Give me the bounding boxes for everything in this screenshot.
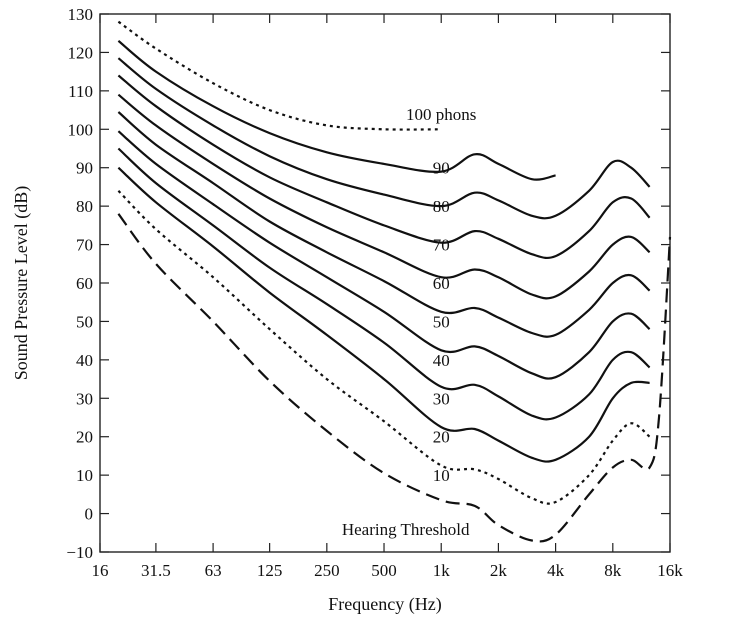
curve-label-50: 50 xyxy=(433,312,450,331)
x-tick-label: 16k xyxy=(657,561,683,580)
curve-label-20: 20 xyxy=(433,428,450,447)
x-tick-label: 16 xyxy=(92,561,109,580)
x-tick-label: 63 xyxy=(205,561,222,580)
y-tick-label: 50 xyxy=(76,312,93,331)
y-tick-label: 30 xyxy=(76,389,93,408)
y-tick-label: 110 xyxy=(68,82,93,101)
y-tick-label: 120 xyxy=(68,43,94,62)
x-axis: 16 31.5 63 125 250 500 1k 2k 4k 8k 16k xyxy=(92,14,683,580)
x-tick-label: 8k xyxy=(604,561,622,580)
x-tick-label: 1k xyxy=(433,561,451,580)
curve-10 xyxy=(117,190,651,505)
x-tick-label: 250 xyxy=(314,561,340,580)
y-tick-label: 20 xyxy=(76,428,93,447)
y-tick-label: 40 xyxy=(76,351,93,370)
curve-label-10: 10 xyxy=(433,466,450,485)
curve-60 xyxy=(117,93,651,300)
y-tick-label: 100 xyxy=(68,120,94,139)
curve-90 xyxy=(117,40,556,181)
x-tick-label: 2k xyxy=(490,561,508,580)
y-tick-label: 70 xyxy=(76,236,93,255)
curve-hearing-threshold xyxy=(117,213,672,543)
curve-label-70: 70 xyxy=(433,236,450,255)
curve-50 xyxy=(117,111,651,338)
x-tick-label: 500 xyxy=(371,561,397,580)
curve-label-hearing-threshold: Hearing Threshold xyxy=(342,520,470,539)
x-tick-label: 125 xyxy=(257,561,283,580)
y-tick-label: 80 xyxy=(76,197,93,216)
curve-label-100-phons: 100 phons xyxy=(406,105,476,124)
x-tick-label: 31.5 xyxy=(141,561,171,580)
y-tick-label: 60 xyxy=(76,274,93,293)
y-tick-label: −10 xyxy=(66,543,93,562)
y-tick-label: 130 xyxy=(68,5,94,24)
y-tick-label: 0 xyxy=(85,505,94,524)
curve-70 xyxy=(117,74,651,260)
curve-label-60: 60 xyxy=(433,274,450,293)
y-axis-title: Sound Pressure Level (dB) xyxy=(11,186,32,380)
plot-frame xyxy=(99,13,671,553)
curve-20 xyxy=(117,166,650,463)
curves xyxy=(117,20,672,543)
curve-label-90: 90 xyxy=(433,159,450,178)
curve-100-phons xyxy=(117,20,442,131)
curve-80 xyxy=(117,57,651,220)
y-tick-label: 10 xyxy=(76,466,93,485)
curve-label-30: 30 xyxy=(433,389,450,408)
curve-30 xyxy=(117,147,651,421)
curve-label-80: 80 xyxy=(433,197,450,216)
x-axis-title: Frequency (Hz) xyxy=(328,594,441,615)
curve-labels: 100 phons 90 80 70 60 50 40 30 20 10 Hearing Thres… xyxy=(342,105,477,539)
curve-40 xyxy=(117,130,651,380)
curve-label-40: 40 xyxy=(433,351,450,370)
x-tick-label: 4k xyxy=(547,561,565,580)
y-tick-label: 90 xyxy=(76,159,93,178)
